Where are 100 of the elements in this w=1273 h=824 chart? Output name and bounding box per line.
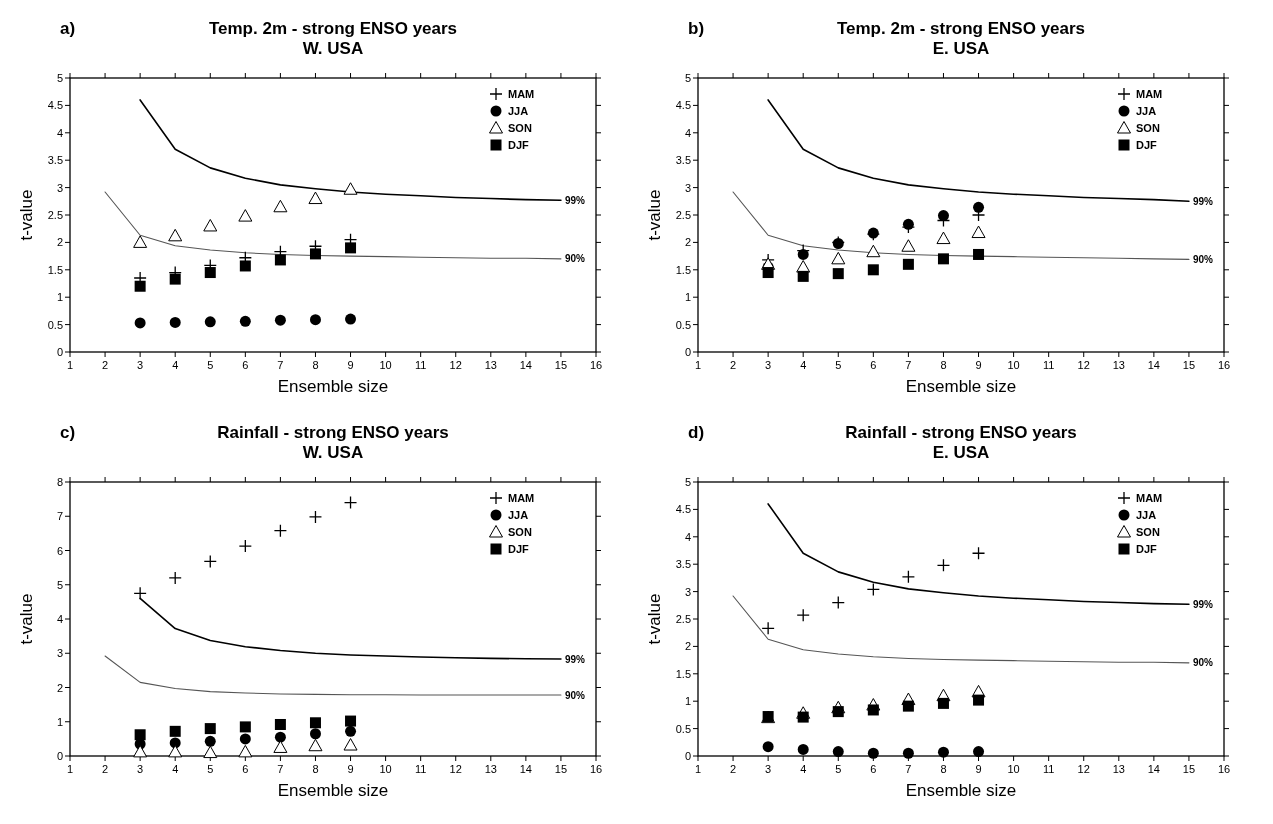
x-tick-label: 10 (379, 359, 392, 371)
x-tick-label: 6 (870, 763, 877, 775)
y-tick-label: 0.5 (675, 318, 691, 331)
x-tick-label: 11 (1042, 359, 1055, 371)
y-axis-title: t-value (17, 189, 36, 241)
x-tick-label: 13 (484, 359, 497, 371)
x-tick-label: 10 (1007, 763, 1020, 775)
legend-label: SON (508, 122, 532, 134)
chart-title: Temp. 2m - strong ENSO years (836, 19, 1086, 38)
y-tick-label: 0 (684, 750, 691, 762)
x-tick-label: 15 (554, 359, 568, 371)
chart-subtitle: E. USA (932, 39, 990, 58)
legend-label: MAM (508, 88, 535, 100)
y-tick-label: 4 (684, 126, 691, 139)
x-tick-label: 12 (1077, 763, 1090, 775)
x-tick-label: 10 (1007, 359, 1020, 371)
annotation: 90% (1192, 657, 1214, 669)
x-tick-label: 1 (694, 359, 702, 371)
x-tick-label: 3 (765, 763, 772, 775)
y-tick-label: 1 (56, 291, 63, 304)
y-tick-label: 5 (56, 72, 63, 84)
y-tick-label: 4 (56, 126, 63, 139)
x-tick-label: 8 (940, 359, 947, 371)
x-tick-label: 9 (347, 359, 354, 371)
x-tick-label: 1 (66, 763, 74, 775)
legend-label: DJF (508, 543, 530, 555)
y-tick-label: 0.5 (675, 722, 691, 735)
chart-subtitle: W. USA (302, 39, 364, 58)
x-tick-label: 10 (379, 763, 392, 775)
y-tick-label: 8 (56, 476, 63, 488)
legend-label: DJF (1136, 139, 1158, 151)
x-tick-label: 13 (484, 763, 497, 775)
x-tick-label: 13 (1112, 763, 1125, 775)
annotation: 99% (1192, 195, 1214, 207)
legend-label: MAM (508, 492, 535, 504)
x-tick-label: 4 (800, 763, 807, 775)
x-tick-label: 6 (870, 359, 877, 371)
y-tick-label: 1.5 (675, 263, 691, 276)
x-tick-label: 14 (519, 763, 532, 775)
x-tick-label: 14 (519, 359, 532, 371)
x-tick-label: 7 (277, 763, 284, 775)
x-tick-label: 15 (1182, 359, 1196, 371)
y-tick-label: 3.5 (675, 154, 691, 167)
chart-title: Temp. 2m - strong ENSO years (208, 19, 458, 38)
y-tick-label: 5 (684, 72, 691, 84)
legend-label: JJA (508, 105, 529, 117)
x-tick-label: 16 (1217, 763, 1231, 775)
y-tick-label: 3 (684, 585, 691, 598)
chart-subtitle: W. USA (302, 443, 364, 462)
y-axis-title: t-value (17, 593, 36, 645)
y-tick-label: 1.5 (675, 667, 691, 680)
x-tick-label: 3 (137, 763, 144, 775)
y-tick-label: 2 (684, 640, 691, 653)
x-tick-label: 16 (1217, 359, 1231, 371)
x-tick-label: 14 (1147, 763, 1160, 775)
y-tick-label: 3.5 (47, 154, 63, 167)
x-tick-label: 12 (449, 359, 462, 371)
x-tick-label: 8 (312, 763, 319, 775)
y-tick-label: 2 (56, 681, 63, 694)
x-axis-title: Ensemble size (277, 377, 389, 396)
y-tick-label: 4 (56, 613, 63, 625)
x-tick-label: 2 (730, 359, 737, 371)
y-tick-label: 0 (56, 346, 63, 358)
x-tick-label: 2 (102, 359, 109, 371)
y-tick-label: 2.5 (675, 209, 691, 221)
x-tick-label: 14 (1147, 359, 1160, 371)
y-tick-label: 5 (684, 476, 691, 488)
y-tick-label: 3 (56, 181, 63, 194)
x-tick-label: 8 (940, 763, 947, 775)
annotation: 90% (564, 689, 586, 701)
x-tick-label: 6 (242, 763, 249, 775)
x-tick-label: 4 (172, 359, 179, 371)
legend-label: MAM (1136, 492, 1163, 504)
legend-label: SON (1136, 122, 1160, 134)
y-tick-label: 7 (56, 510, 63, 523)
x-tick-label: 7 (905, 763, 912, 775)
x-tick-label: 16 (589, 359, 603, 371)
legend-label: JJA (1136, 105, 1157, 117)
x-tick-label: 11 (1042, 763, 1055, 775)
x-tick-label: 7 (277, 359, 284, 371)
chart-subtitle: E. USA (932, 443, 990, 462)
x-tick-label: 2 (102, 763, 109, 775)
text: d) (688, 423, 705, 442)
x-axis-title: Ensemble size (277, 781, 389, 800)
x-tick-label: 12 (449, 763, 462, 775)
x-tick-label: 5 (207, 763, 214, 775)
x-tick-label: 1 (694, 763, 702, 775)
x-tick-label: 9 (975, 359, 982, 371)
annotation: 99% (1192, 598, 1214, 610)
y-axis-title: t-value (645, 189, 664, 241)
legend-label: SON (508, 526, 532, 538)
legend-label: DJF (508, 139, 530, 151)
y-tick-label: 2 (684, 236, 691, 249)
y-tick-label: 3 (56, 647, 63, 660)
x-tick-label: 8 (312, 359, 319, 371)
x-tick-label: 7 (905, 359, 912, 371)
text: a) (60, 19, 76, 38)
legend-label: DJF (1136, 543, 1158, 555)
y-tick-label: 2 (56, 236, 63, 249)
annotation: 99% (564, 653, 586, 665)
